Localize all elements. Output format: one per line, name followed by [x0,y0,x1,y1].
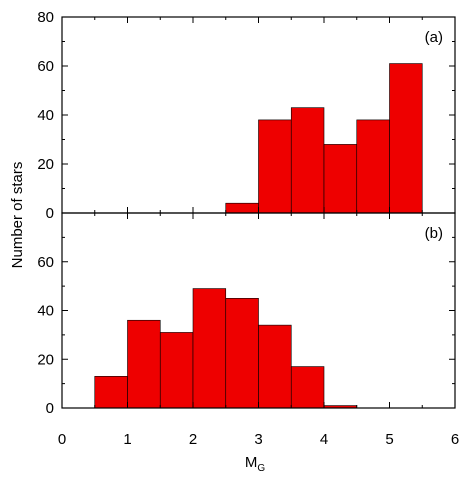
histogram-bar [323,144,358,214]
histogram-bar [258,324,292,409]
histogram-bar [356,119,390,214]
y-axis-title: Number of stars [9,162,26,269]
y-tick-label: 0 [46,400,54,417]
x-axis-title: MG [245,454,266,474]
y-tick-label: 20 [37,156,54,173]
y-tick-label: 20 [37,351,54,368]
x-tick-label: 4 [320,431,328,448]
y-tick-label: 40 [37,303,54,320]
y-tick-label: 60 [37,58,54,75]
panel-b: 0 20 40 60 0 1 2 3 4 5 6 (b) [37,212,459,448]
histogram-bar [225,202,259,214]
x-tick-label: 6 [451,431,459,448]
histogram-bar [290,107,325,214]
x-tick-label: 1 [123,431,131,448]
x-tick-label: 3 [254,431,262,448]
y-tick-label: 40 [37,107,54,124]
x-tick-label: 2 [189,431,197,448]
histogram-bar [192,288,227,409]
x-axis-title-main: M [245,454,258,471]
panel-label: (b) [425,225,443,242]
y-tick-label: 60 [37,254,54,271]
histogram-bar [389,63,423,214]
histogram-bar [94,376,128,409]
histogram-bar [159,332,194,409]
x-tick-label: 0 [58,431,66,448]
histogram-bar [225,298,259,409]
panel-label: (a) [425,29,443,46]
x-tick-label: 5 [385,431,393,448]
y-tick-label: 80 [37,9,54,26]
panel-a: 0 20 40 60 80 (a) [37,9,456,222]
histogram-bar [127,319,161,409]
histogram-bar [258,119,292,214]
histogram-bar [290,366,325,409]
y-tick-label: 0 [46,205,54,222]
x-axis-title-subscript: G [257,463,265,474]
